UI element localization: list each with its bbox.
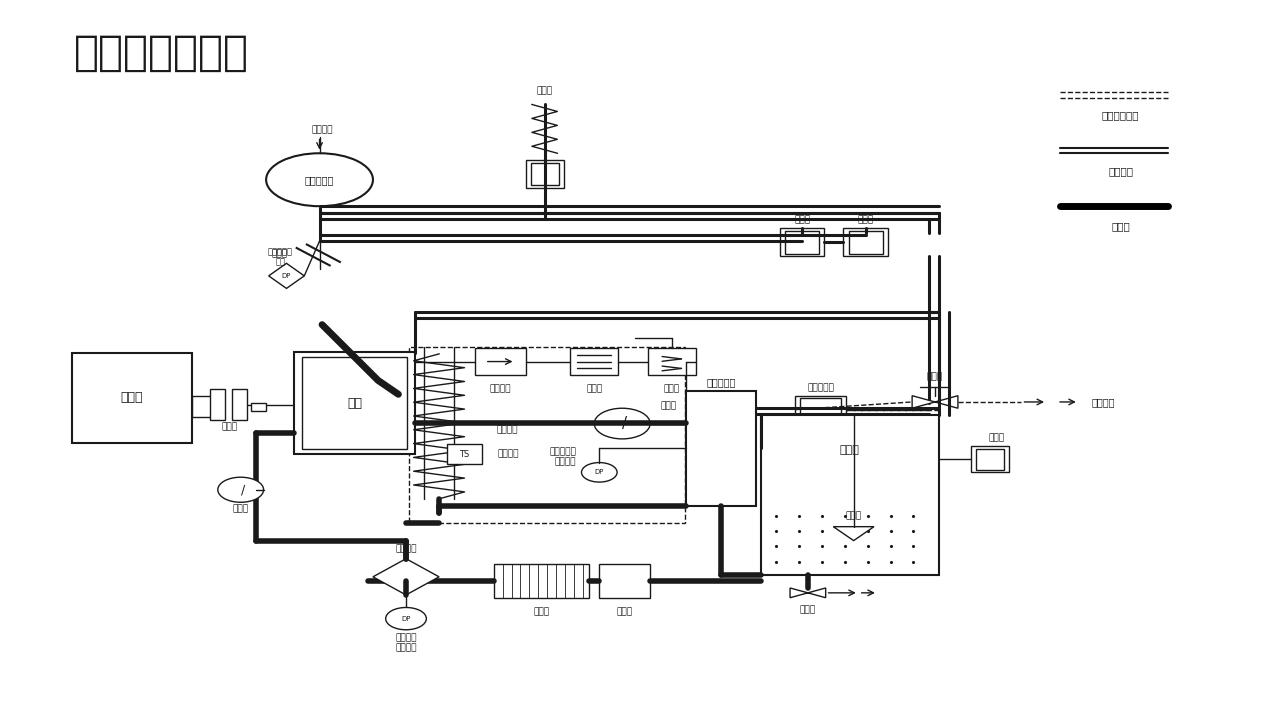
Text: 油气桶: 油气桶 [840, 446, 860, 455]
Text: 风冷式系统流程: 风冷式系统流程 [74, 32, 250, 74]
Text: DP: DP [402, 615, 411, 622]
Circle shape [385, 608, 426, 630]
Text: 气控阀: 气控阀 [664, 384, 680, 393]
Text: DP: DP [282, 273, 291, 279]
Text: TS: TS [460, 450, 470, 459]
Bar [302, 357, 407, 449]
Circle shape [581, 462, 617, 482]
Text: 进气阀: 进气阀 [271, 249, 288, 258]
Text: 手动阀: 手动阀 [586, 384, 603, 393]
Polygon shape [833, 527, 874, 541]
Text: 温度开关: 温度开关 [498, 450, 520, 459]
Ellipse shape [266, 153, 372, 206]
Bar [475, 348, 526, 375]
Bar [849, 231, 883, 254]
Circle shape [594, 408, 650, 439]
Text: 电动机: 电动机 [120, 391, 143, 404]
Bar [970, 446, 1009, 472]
Text: 压力表: 压力表 [660, 402, 676, 410]
Bar [795, 396, 846, 424]
Text: 油管路: 油管路 [1111, 221, 1130, 231]
Bar [570, 348, 618, 375]
Text: 空气滤清器: 空气滤清器 [305, 175, 334, 185]
Text: 控制管路: 控制管路 [1108, 166, 1133, 176]
Text: /: / [622, 416, 627, 431]
Text: 滤清器压差: 滤清器压差 [268, 247, 293, 256]
Bar [785, 231, 819, 254]
Bar [648, 348, 696, 375]
Polygon shape [913, 396, 957, 408]
Text: 梭动阀: 梭动阀 [794, 216, 810, 225]
Text: 球形阀: 球形阀 [927, 372, 943, 381]
Text: 油过滤器: 油过滤器 [396, 634, 417, 643]
Text: 压差开关: 压差开关 [396, 644, 417, 652]
Text: 压力维持阀: 压力维持阀 [808, 383, 835, 392]
Bar [447, 444, 483, 464]
Text: 观油镜: 观油镜 [846, 511, 861, 520]
Bar [975, 448, 1004, 470]
Text: 膨胀接头: 膨胀接头 [497, 425, 518, 434]
Bar [494, 564, 589, 598]
Bar [844, 228, 888, 257]
Text: 压缩空气管路: 压缩空气管路 [1102, 110, 1139, 120]
Text: 指示: 指示 [275, 257, 285, 266]
Text: 反比例阀: 反比例阀 [489, 384, 511, 393]
Bar [760, 415, 938, 575]
Text: 油压表: 油压表 [233, 505, 248, 514]
Text: 热控阀: 热控阀 [617, 607, 632, 616]
Polygon shape [790, 588, 826, 598]
Bar [599, 564, 650, 598]
Bar [686, 391, 755, 505]
Text: 制压阀: 制压阀 [858, 216, 874, 225]
Bar [531, 163, 558, 185]
Bar [210, 388, 225, 420]
Bar [780, 228, 824, 257]
Bar [294, 352, 415, 453]
Text: 换热器: 换热器 [534, 607, 549, 616]
Polygon shape [372, 559, 439, 595]
Bar [800, 398, 841, 421]
Circle shape [218, 477, 264, 502]
Text: 空气出口: 空气出口 [1092, 397, 1115, 407]
Text: 压差开关: 压差开关 [556, 458, 576, 467]
Text: 油过滤器: 油过滤器 [396, 544, 417, 553]
Text: 安全阀: 安全阀 [988, 433, 1004, 442]
Text: 空气入口: 空气入口 [311, 125, 333, 134]
Bar [408, 347, 685, 523]
Text: 排污阀: 排污阀 [800, 606, 815, 615]
Bar [251, 403, 266, 411]
Text: 泄放阀: 泄放阀 [536, 86, 553, 95]
Text: 油细分离器: 油细分离器 [707, 377, 736, 388]
Bar [232, 388, 247, 420]
Text: 机体: 机体 [347, 396, 362, 410]
Text: 油细分离器: 油细分离器 [549, 447, 576, 456]
Bar [72, 352, 192, 443]
Polygon shape [269, 264, 305, 288]
Text: 联轴器: 联轴器 [221, 422, 237, 431]
Bar [526, 160, 563, 188]
Text: /: / [241, 483, 246, 496]
Text: DP: DP [595, 470, 604, 475]
